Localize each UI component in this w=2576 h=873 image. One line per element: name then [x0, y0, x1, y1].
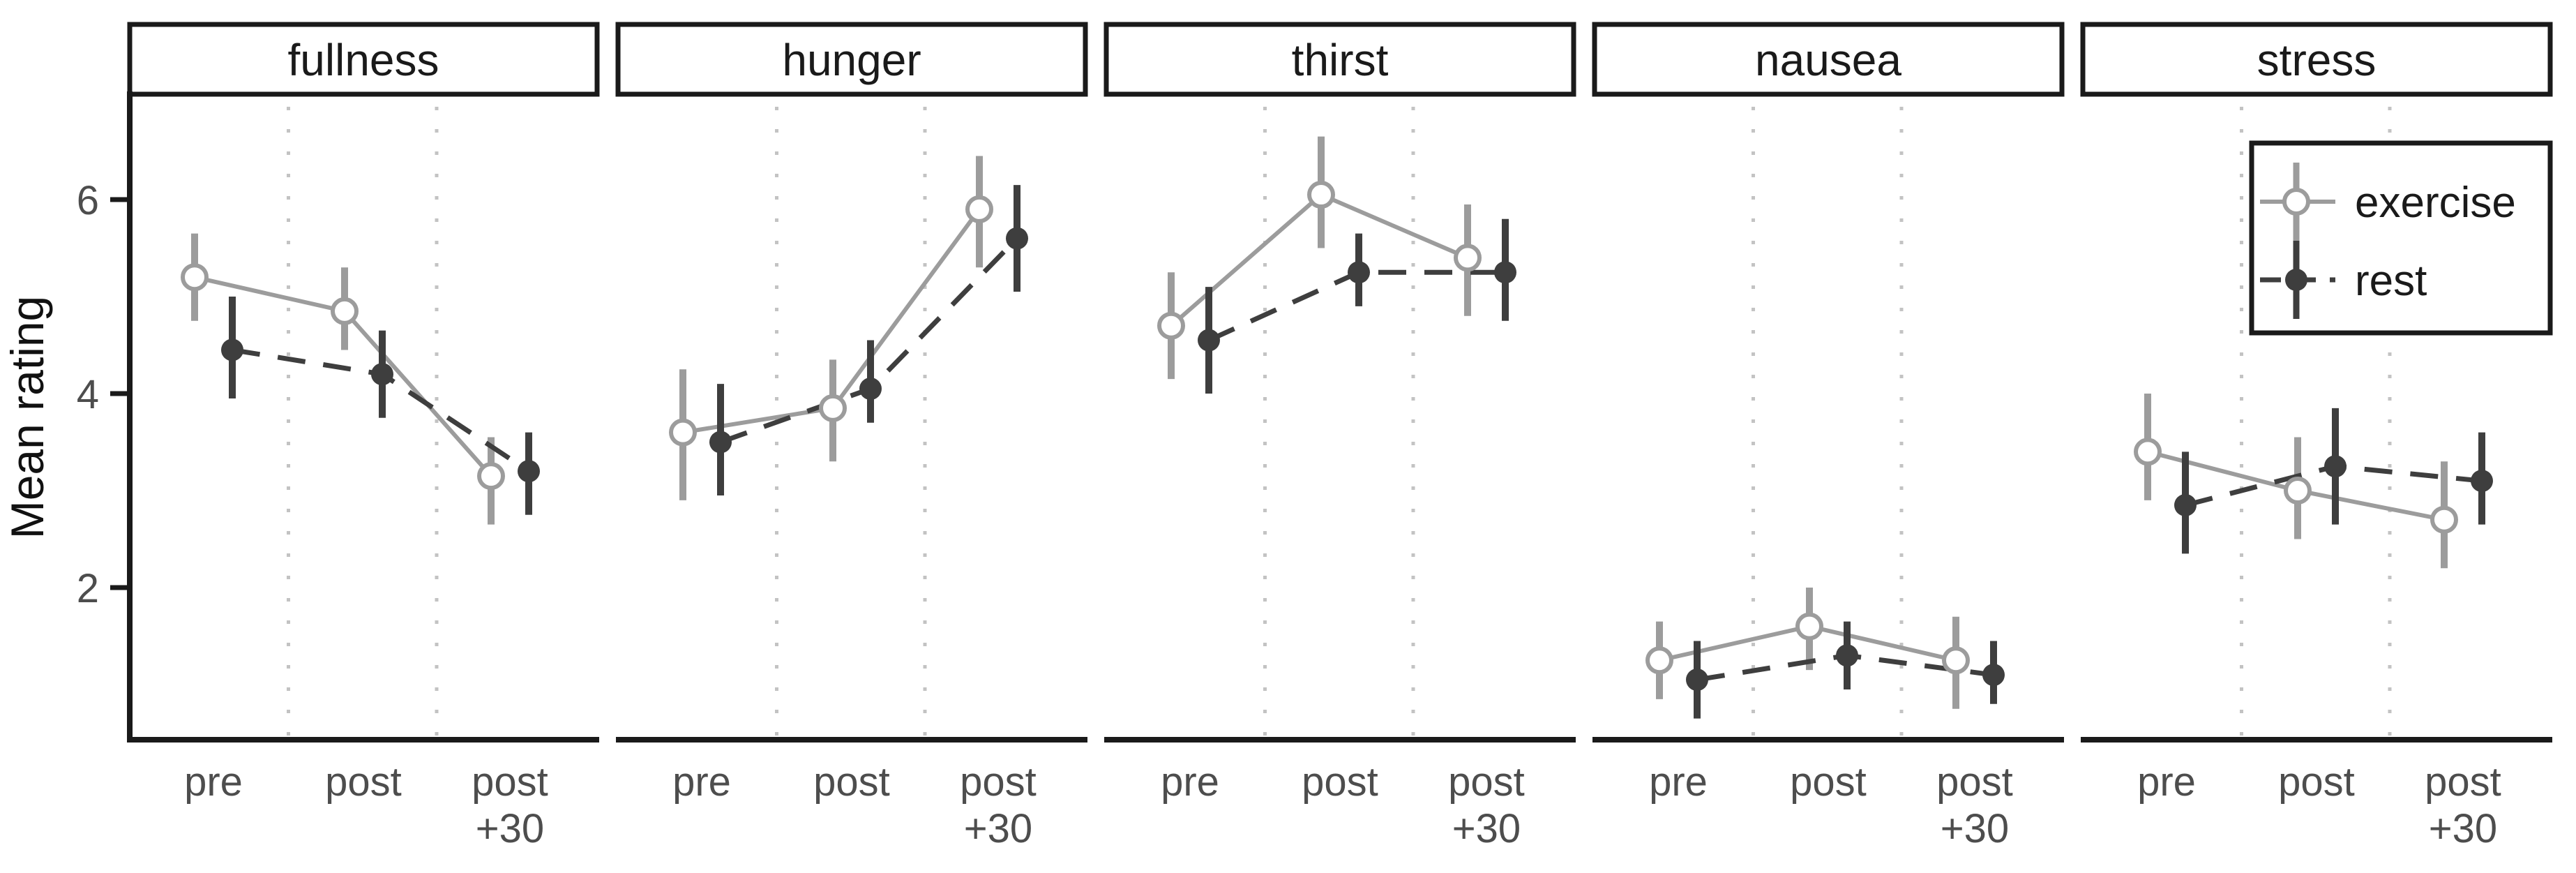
data-point-rest-2	[1982, 664, 2005, 687]
facet-strip-label-nausea: nausea	[1755, 35, 1901, 85]
data-point-exercise-0	[2134, 438, 2162, 466]
data-point-rest-0	[2174, 493, 2197, 516]
x-tick-label-pre: pre	[1161, 759, 1219, 805]
data-point-rest-0	[709, 431, 732, 454]
data-point-rest-1	[371, 363, 393, 386]
data-point-rest-1	[859, 378, 882, 401]
data-point-exercise-2	[1454, 244, 1482, 272]
facet-strip-label-fullness: fullness	[288, 35, 439, 85]
x-tick-label-post: post	[2278, 759, 2355, 805]
data-point-rest-0	[1686, 669, 1708, 692]
data-point-exercise-0	[181, 263, 209, 292]
data-point-exercise-2	[2430, 505, 2458, 534]
x-tick-label-post-+30: +30	[1452, 806, 1521, 851]
data-point-exercise-0	[1157, 311, 1185, 340]
x-tick-label-post-+30: post	[1448, 759, 1525, 805]
legend-box	[2249, 140, 2553, 336]
data-point-rest-2	[2471, 470, 2493, 493]
facet-strip-box	[615, 22, 1088, 97]
facet-panel-thirst	[1104, 22, 1576, 743]
legend-label-rest: rest	[2355, 257, 2427, 305]
x-tick-label-post-+30: post	[960, 759, 1037, 805]
data-point-exercise-2	[1942, 646, 1970, 675]
x-tick-label-post-+30: +30	[1941, 806, 2009, 851]
legend-label-exercise: exercise	[2355, 179, 2516, 227]
facet-panel-hunger	[615, 22, 1088, 743]
x-tick-label-post-+30: +30	[964, 806, 1032, 851]
y-axis-title: Mean rating	[1, 296, 53, 539]
y-tick-label-4: 4	[77, 372, 99, 417]
facet-strip-label-thirst: thirst	[1292, 35, 1389, 85]
x-tick-label-post-+30: +30	[476, 806, 544, 851]
data-point-rest-2	[1494, 261, 1516, 284]
data-point-exercise-2	[965, 195, 993, 223]
data-point-rest-0	[1198, 329, 1220, 352]
data-point-rest-1	[2324, 455, 2347, 478]
data-point-rest-2	[1006, 227, 1028, 250]
x-tick-label-pre: pre	[672, 759, 731, 805]
x-tick-label-post: post	[1302, 759, 1378, 805]
facet-strip-label-stress: stress	[2257, 35, 2377, 85]
x-tick-label-post-+30: +30	[2429, 806, 2497, 851]
facet-panel-stress	[2080, 22, 2553, 743]
legend-marker-exercise-icon	[2282, 188, 2310, 216]
data-point-exercise-1	[1307, 181, 1335, 209]
x-tick-label-pre: pre	[184, 759, 243, 805]
facet-panel-nausea	[1592, 22, 2065, 743]
facet-panel-fullness	[110, 22, 600, 743]
data-point-exercise-1	[2284, 477, 2312, 505]
legend-marker-rest-icon	[2285, 269, 2307, 291]
x-tick-label-post-+30: post	[2425, 759, 2501, 805]
x-tick-label-pre: pre	[2137, 759, 2196, 805]
y-tick-label-2: 2	[77, 566, 99, 611]
facet-strip-label-hunger: hunger	[782, 35, 921, 85]
data-point-rest-2	[518, 460, 540, 483]
facet-strip-box	[1104, 22, 1576, 97]
facet-strip-box	[127, 22, 600, 97]
data-point-exercise-0	[669, 418, 697, 447]
data-point-exercise-1	[1795, 612, 1823, 641]
data-point-rest-1	[1348, 261, 1370, 284]
facet-strip-box	[1592, 22, 2065, 97]
data-point-exercise-1	[331, 297, 359, 325]
data-point-rest-0	[221, 338, 243, 361]
data-point-exercise-1	[819, 394, 847, 422]
data-point-exercise-0	[1645, 646, 1673, 675]
data-point-rest-1	[1836, 644, 1858, 667]
x-tick-label-post: post	[1790, 759, 1867, 805]
data-point-exercise-2	[477, 462, 505, 491]
legend	[2249, 140, 2553, 336]
facet-strip-box	[2080, 22, 2553, 97]
x-tick-label-pre: pre	[1649, 759, 1708, 805]
y-tick-label-6: 6	[77, 178, 99, 223]
x-tick-label-post-+30: post	[472, 759, 548, 805]
x-tick-label-post: post	[325, 759, 402, 805]
x-tick-label-post: post	[813, 759, 890, 805]
x-tick-label-post-+30: post	[1936, 759, 2013, 805]
